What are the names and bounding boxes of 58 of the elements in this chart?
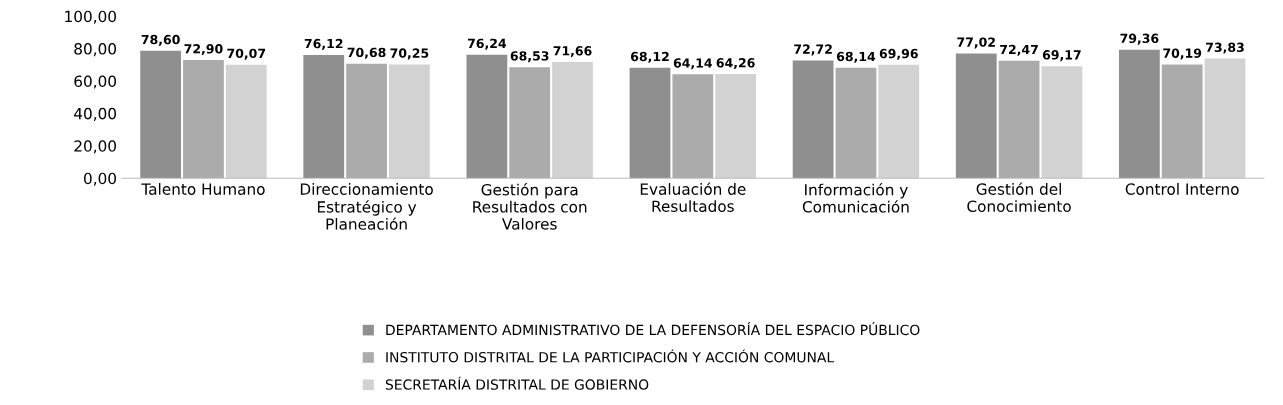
legend-label: DEPARTAMENTO ADMINISTRATIVO DE LA DEFENSORÍA DEL ESPACIO PÚBLICO [386,322,920,336]
bar [466,54,508,179]
bar [998,60,1040,179]
data-label: 71,66 [553,46,592,58]
data-label: 64,14 [673,58,713,70]
bar [1161,64,1203,179]
data-label: 69,17 [1042,50,1081,62]
bar [225,64,267,179]
data-label: 76,12 [304,38,343,50]
bar [672,74,714,179]
data-label: 78,60 [141,34,180,46]
x-tick-label: Información y Comunicación [802,183,909,213]
data-label: 70,68 [347,47,386,59]
bar [1118,49,1160,179]
data-label: 64,26 [716,58,755,70]
bar [1041,66,1083,179]
x-tick-label: Talento Humano [141,183,265,195]
data-label: 79,36 [1120,33,1159,45]
y-tick-label: 40,00 [74,107,117,121]
bar [552,62,593,179]
x-tick-label: Gestión del Conocimiento [967,182,1071,212]
x-tick-label: Direccionamiento Estratégico y Planeación [300,183,433,230]
bar [629,67,671,179]
bar [140,50,182,179]
bar [509,67,551,179]
data-label: 76,24 [467,38,507,50]
bar [715,74,757,179]
data-label: 70,19 [1163,48,1202,60]
y-tick-label: 60,00 [74,75,117,89]
data-label: 68,14 [836,51,876,63]
bar [878,64,920,179]
legend-label: INSTITUTO DISTRITAL DE LA PARTICIPACIÓN Y ACCIÓN COMUNAL [386,349,835,363]
x-tick-label: Control Interno [1125,183,1239,195]
bar [389,64,430,179]
data-label: 72,47 [1000,44,1038,56]
data-label: 68,12 [631,51,669,63]
x-tick-label: Evaluación de Resultados [640,182,746,212]
bar [955,53,997,179]
bar [792,60,834,179]
bar [346,63,387,179]
bar [183,60,224,179]
data-label: 68,53 [510,51,549,63]
x-tick-label: Gestión para Resultados con Valores [473,183,587,230]
y-tick-label: 100,00 [65,10,117,24]
data-label: 72,72 [794,44,832,56]
bar [303,54,345,179]
bar [1204,58,1246,179]
legend-label: SECRETARÍA DISTRITAL DE GOBIERNO [385,376,649,390]
data-label: 73,83 [1206,42,1244,54]
data-label: 72,90 [184,44,223,56]
data-label: 69,96 [879,48,918,60]
bar [835,67,877,179]
y-tick-label: 80,00 [74,43,117,57]
y-tick-label: 20,00 [74,140,117,154]
y-tick-label: 0,00 [84,172,117,186]
data-label: 70,07 [227,48,266,60]
data-label: 77,02 [957,37,995,49]
data-label: 70,25 [390,48,429,60]
